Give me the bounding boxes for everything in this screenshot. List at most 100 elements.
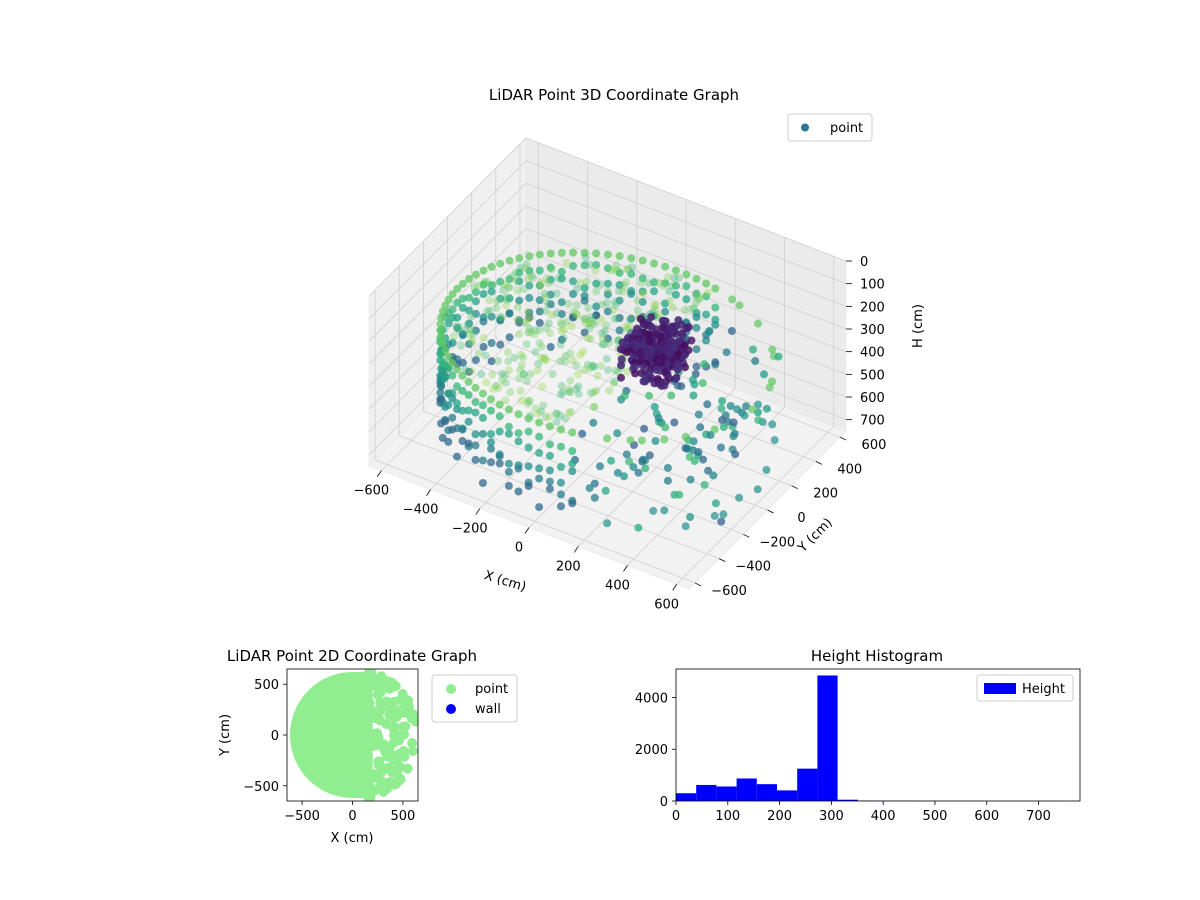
chart-3d-point xyxy=(498,376,506,385)
chart-3d-point xyxy=(465,330,474,339)
chart-3d-point xyxy=(687,305,696,314)
chart-3d-point xyxy=(651,437,660,445)
chart-3d-point xyxy=(633,306,642,315)
chart-3d-point xyxy=(671,281,680,290)
chart-3d-point xyxy=(565,388,574,396)
chart-3d-point xyxy=(535,418,544,427)
chart-3d-point xyxy=(592,279,601,288)
chart-3d-point xyxy=(535,464,544,473)
chart-3d-point xyxy=(535,432,544,441)
chart-3d-point xyxy=(627,289,636,298)
chart-3d-point xyxy=(580,261,589,270)
chart-3d-point xyxy=(573,284,581,293)
chart-3d-point xyxy=(505,283,513,292)
chart-3d-point xyxy=(566,349,575,358)
chart-3d-point xyxy=(504,422,513,431)
chart-3d-point xyxy=(465,293,474,302)
chart-3d-point xyxy=(537,407,545,416)
chart-3d-point xyxy=(580,366,589,374)
chart-3d-point xyxy=(505,275,514,284)
chart-3d-point xyxy=(564,408,573,417)
chart-3d-ztick-label: 100 xyxy=(860,278,885,293)
chart-3d-point xyxy=(673,360,682,369)
chart-2d-point xyxy=(379,697,390,708)
chart-3d-point xyxy=(458,437,467,445)
chart-3d-point xyxy=(558,388,567,397)
chart-3d-point xyxy=(585,260,594,269)
chart-3d-xtick-label: 400 xyxy=(605,578,630,593)
chart-3d-point xyxy=(689,391,698,400)
chart-3d-point xyxy=(624,265,633,274)
chart-3d-ztick-label: 0 xyxy=(860,255,868,270)
chart-3d-ztick-label: 600 xyxy=(860,391,885,406)
chart-3d-point xyxy=(645,451,654,460)
chart-3d-point xyxy=(488,370,497,379)
chart-3d-ytick xyxy=(743,533,750,538)
chart-3d-point xyxy=(542,274,551,283)
chart-3d-point xyxy=(652,313,661,321)
chart-3d-point xyxy=(677,382,686,391)
chart-3d-point xyxy=(552,289,561,298)
chart-2d-point xyxy=(389,681,400,692)
chart-3d-point xyxy=(527,271,536,280)
chart-3d-point xyxy=(566,408,575,416)
chart-3d-point xyxy=(615,252,624,261)
chart-3d-point xyxy=(718,397,727,405)
chart-3d-point xyxy=(525,266,534,275)
chart-3d-point xyxy=(481,277,490,286)
chart-3d-point xyxy=(478,479,487,487)
chart-3d-point xyxy=(660,317,669,325)
chart-3d-point xyxy=(650,259,658,268)
chart-3d-point xyxy=(651,305,659,314)
chart-3d-point xyxy=(611,297,620,306)
chart-2d-point xyxy=(387,766,398,777)
chart-3d-point xyxy=(522,340,531,349)
chart-3d-point xyxy=(561,357,570,366)
chart-3d-point xyxy=(710,425,719,434)
chart-3d-point xyxy=(588,361,597,370)
chart-3d-point xyxy=(585,364,594,373)
chart-3d-point xyxy=(504,357,513,366)
chart-2d-legend-marker-point xyxy=(446,684,456,694)
chart-3d-point xyxy=(587,319,596,328)
chart-3d-point xyxy=(463,321,472,330)
chart-2d-point xyxy=(369,728,380,739)
chart-3d-point xyxy=(603,287,612,296)
chart-3d-point xyxy=(660,339,668,348)
chart-3d-point xyxy=(503,282,512,291)
chart-3d-point xyxy=(704,327,713,336)
chart-3d-point xyxy=(510,353,519,362)
chart-3d-point xyxy=(591,386,600,395)
chart-3d-point xyxy=(542,324,551,333)
histogram-ytick-label: 2000 xyxy=(635,743,668,758)
chart-3d-point xyxy=(524,275,532,284)
chart-3d-point xyxy=(556,390,565,399)
chart-3d-point xyxy=(608,306,617,315)
chart-3d-xtick-label: 0 xyxy=(515,541,523,556)
chart-3d-point xyxy=(590,479,599,488)
chart-3d-point xyxy=(598,300,607,309)
chart-3d-point xyxy=(566,388,575,397)
chart-3d-point xyxy=(627,269,636,278)
chart-3d-point xyxy=(514,429,523,438)
histogram-xtick-label: 700 xyxy=(1026,809,1051,824)
chart-3d-point xyxy=(557,425,565,434)
chart-3d-point xyxy=(511,268,520,277)
chart-3d-ytick xyxy=(791,485,798,490)
chart-3d-point xyxy=(612,261,621,270)
histogram-bar xyxy=(756,784,777,801)
chart-3d-point xyxy=(465,340,474,349)
chart-3d-point xyxy=(471,398,480,407)
histogram-xtick-label: 0 xyxy=(672,809,680,824)
chart-3d-point xyxy=(487,281,496,290)
chart-3d-point xyxy=(557,463,565,471)
chart-3d-point xyxy=(546,300,555,309)
chart-3d-point xyxy=(677,320,686,329)
chart-3d-point xyxy=(478,456,487,465)
chart-3d-point xyxy=(545,484,554,493)
chart-3d-point xyxy=(448,413,457,422)
chart-3d-point xyxy=(686,475,695,484)
chart-3d-point xyxy=(471,356,480,365)
chart-3d-point xyxy=(461,365,470,374)
chart-3d-ytick xyxy=(767,509,774,514)
